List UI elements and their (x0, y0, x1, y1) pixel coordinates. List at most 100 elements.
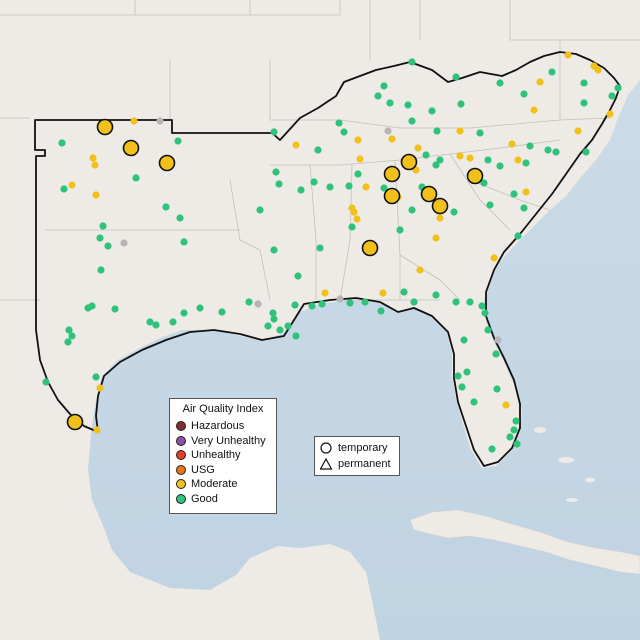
monitor-marker[interactable] (254, 300, 262, 308)
monitor-marker[interactable] (99, 222, 107, 230)
monitor-marker[interactable] (492, 350, 500, 358)
monitor-marker[interactable] (310, 178, 318, 186)
monitor-marker[interactable] (64, 338, 72, 346)
monitor-marker[interactable] (245, 298, 253, 306)
monitor-marker[interactable] (388, 135, 396, 143)
monitor-marker[interactable] (522, 188, 530, 196)
monitor-marker[interactable] (452, 298, 460, 306)
monitor-marker[interactable] (130, 117, 138, 125)
monitor-marker[interactable] (466, 298, 474, 306)
monitor-marker[interactable] (396, 226, 404, 234)
monitor-marker[interactable] (42, 378, 50, 386)
monitor-marker[interactable] (458, 383, 466, 391)
monitor-marker[interactable] (84, 304, 92, 312)
monitor-marker[interactable] (414, 144, 422, 152)
monitor-marker[interactable] (460, 336, 468, 344)
monitor-marker[interactable] (68, 181, 76, 189)
monitor-marker[interactable] (354, 136, 362, 144)
temporary-monitor-marker[interactable] (122, 139, 140, 157)
monitor-marker[interactable] (97, 266, 105, 274)
monitor-marker[interactable] (318, 300, 326, 308)
monitor-marker[interactable] (428, 107, 436, 115)
monitor-marker[interactable] (481, 309, 489, 317)
monitor-marker[interactable] (60, 185, 68, 193)
monitor-marker[interactable] (270, 315, 278, 323)
monitor-marker[interactable] (270, 246, 278, 254)
monitor-marker[interactable] (408, 58, 416, 66)
monitor-marker[interactable] (92, 373, 100, 381)
monitor-marker[interactable] (490, 254, 498, 262)
monitor-marker[interactable] (530, 106, 538, 114)
temporary-monitor-marker[interactable] (383, 165, 401, 183)
monitor-marker[interactable] (384, 127, 392, 135)
monitor-marker[interactable] (450, 208, 458, 216)
monitor-marker[interactable] (494, 336, 502, 344)
temporary-monitor-marker[interactable] (466, 167, 484, 185)
monitor-marker[interactable] (478, 302, 486, 310)
monitor-marker[interactable] (264, 322, 272, 330)
monitor-marker[interactable] (488, 445, 496, 453)
monitor-marker[interactable] (297, 186, 305, 194)
monitor-marker[interactable] (256, 206, 264, 214)
monitor-marker[interactable] (614, 84, 622, 92)
monitor-marker[interactable] (291, 301, 299, 309)
monitor-marker[interactable] (89, 154, 97, 162)
monitor-marker[interactable] (522, 159, 530, 167)
monitor-marker[interactable] (456, 127, 464, 135)
monitor-marker[interactable] (506, 433, 514, 441)
monitor-marker[interactable] (580, 79, 588, 87)
temporary-monitor-marker[interactable] (361, 239, 379, 257)
monitor-marker[interactable] (269, 309, 277, 317)
monitor-marker[interactable] (452, 73, 460, 81)
monitor-marker[interactable] (552, 148, 560, 156)
monitor-marker[interactable] (321, 289, 329, 297)
monitor-marker[interactable] (606, 110, 614, 118)
monitor-marker[interactable] (484, 156, 492, 164)
temporary-monitor-marker[interactable] (431, 197, 449, 215)
monitor-marker[interactable] (92, 191, 100, 199)
monitor-marker[interactable] (58, 139, 66, 147)
monitor-marker[interactable] (457, 100, 465, 108)
monitor-marker[interactable] (548, 68, 556, 76)
monitor-marker[interactable] (176, 214, 184, 222)
monitor-marker[interactable] (276, 326, 284, 334)
monitor-marker[interactable] (377, 307, 385, 315)
monitor-marker[interactable] (146, 318, 154, 326)
monitor-marker[interactable] (493, 385, 501, 393)
monitor-marker[interactable] (270, 128, 278, 136)
monitor-marker[interactable] (436, 156, 444, 164)
monitor-marker[interactable] (380, 82, 388, 90)
monitor-marker[interactable] (379, 289, 387, 297)
monitor-marker[interactable] (432, 291, 440, 299)
monitor-marker[interactable] (410, 298, 418, 306)
monitor-marker[interactable] (380, 184, 388, 192)
monitor-marker[interactable] (594, 66, 602, 74)
monitor-marker[interactable] (156, 117, 164, 125)
monitor-marker[interactable] (93, 426, 101, 434)
temporary-monitor-marker[interactable] (66, 413, 84, 431)
monitor-marker[interactable] (408, 206, 416, 214)
monitor-marker[interactable] (275, 180, 283, 188)
monitor-marker[interactable] (292, 332, 300, 340)
monitor-marker[interactable] (314, 146, 322, 154)
monitor-marker[interactable] (510, 426, 518, 434)
monitor-marker[interactable] (536, 78, 544, 86)
monitor-marker[interactable] (480, 179, 488, 187)
monitor-marker[interactable] (294, 272, 302, 280)
monitor-marker[interactable] (292, 141, 300, 149)
monitor-marker[interactable] (308, 302, 316, 310)
monitor-marker[interactable] (362, 183, 370, 191)
monitor-marker[interactable] (432, 161, 440, 169)
monitor-marker[interactable] (526, 142, 534, 150)
monitor-marker[interactable] (608, 92, 616, 100)
monitor-marker[interactable] (345, 182, 353, 190)
monitor-marker[interactable] (340, 128, 348, 136)
monitor-marker[interactable] (508, 140, 516, 148)
monitor-marker[interactable] (96, 234, 104, 242)
monitor-marker[interactable] (400, 288, 408, 296)
monitor-marker[interactable] (476, 129, 484, 137)
monitor-marker[interactable] (574, 127, 582, 135)
monitor-marker[interactable] (422, 151, 430, 159)
monitor-marker[interactable] (433, 127, 441, 135)
